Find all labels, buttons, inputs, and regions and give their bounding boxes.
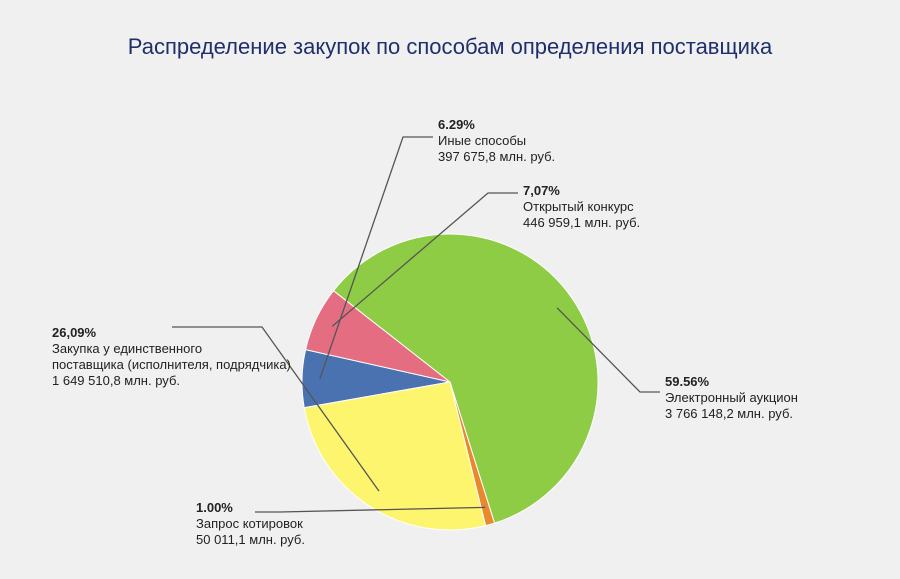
label-open-name: Открытый конкурс <box>523 199 634 214</box>
leader-line-auction <box>556 307 660 393</box>
label-other: 6.29% Иные способы 397 675,8 млн. руб. <box>438 117 555 165</box>
label-quote-percent: 1.00% <box>196 500 233 515</box>
leader-line-open <box>331 192 518 327</box>
label-auction-amount: 3 766 148,2 млн. руб. <box>665 406 794 421</box>
label-single-percent: 26,09% <box>52 325 97 340</box>
pie-slice-single <box>303 381 487 531</box>
label-open: 7,07% Открытый конкурс 446 959,1 млн. ру… <box>523 183 640 231</box>
label-other-amount: 397 675,8 млн. руб. <box>438 149 556 164</box>
label-single: 26,09% Закупка у единственного поставщик… <box>52 325 291 389</box>
label-quote: 1.00% Запрос котировок 50 011,1 млн. руб… <box>196 500 305 548</box>
label-single-amount: 1 649 510,8 млн. руб. <box>52 373 181 388</box>
label-other-name: Иные способы <box>438 133 527 148</box>
leader-line-quote <box>255 506 486 513</box>
label-quote-name: Запрос котировок <box>196 516 303 531</box>
label-other-percent: 6.29% <box>438 117 475 132</box>
label-quote-amount: 50 011,1 млн. руб. <box>196 532 305 547</box>
chart-title: Распределение закупок по способам опреде… <box>127 34 773 59</box>
label-single-name-line1: Закупка у единственного <box>52 341 203 356</box>
label-auction: 59.56% Электронный аукцион 3 766 148,2 м… <box>665 374 798 422</box>
leader-line-single <box>172 326 380 492</box>
pie-slice-auction <box>332 233 599 524</box>
leader-line-other <box>319 136 433 380</box>
label-single-name-line2: поставщика (исполнителя, подрядчика) <box>52 357 291 372</box>
label-open-percent: 7,07% <box>523 183 560 198</box>
label-auction-name: Электронный аукцион <box>665 390 798 405</box>
label-auction-percent: 59.56% <box>665 374 710 389</box>
label-open-amount: 446 959,1 млн. руб. <box>523 215 641 230</box>
